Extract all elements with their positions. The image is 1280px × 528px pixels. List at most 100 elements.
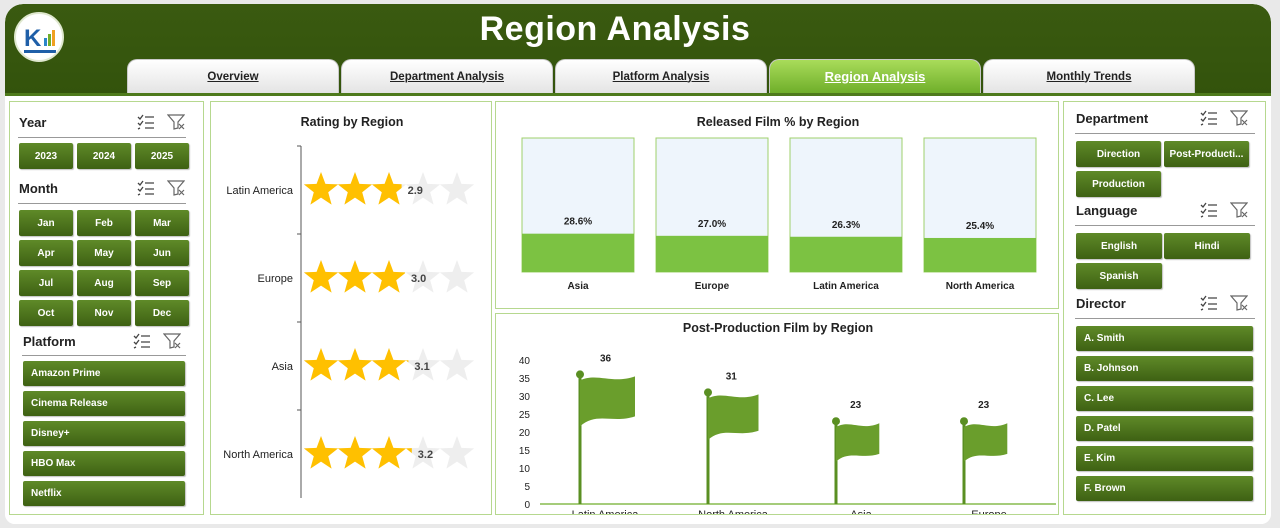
month-chip-jul[interactable]: Jul [19, 270, 73, 296]
language-chip-english[interactable]: English [1076, 233, 1162, 259]
star-icon [439, 260, 475, 293]
year-chip-2025[interactable]: 2025 [135, 143, 189, 169]
star-icon [337, 260, 373, 293]
month-chip-may[interactable]: May [77, 240, 131, 266]
page-title: Region Analysis [479, 10, 751, 48]
category-label-europe: Europe [258, 273, 293, 285]
tab-monthly-trends[interactable]: Monthly Trends [983, 59, 1195, 93]
month-chip-feb[interactable]: Feb [77, 210, 131, 236]
tab-platform-analysis[interactable]: Platform Analysis [555, 59, 767, 93]
language-chip-hindi[interactable]: Hindi [1164, 233, 1250, 259]
data-label: 31 [726, 371, 738, 382]
department-filter-title: Department [1076, 111, 1149, 126]
language-filter-icons [1200, 202, 1248, 218]
category-label-latin-america: Latin America [226, 185, 294, 197]
multi-select-icon[interactable] [133, 333, 151, 349]
divider [1075, 318, 1255, 319]
star-icon [337, 348, 373, 381]
year-filter-icons [137, 114, 185, 130]
month-chip-oct[interactable]: Oct [19, 300, 73, 326]
month-chip-nov[interactable]: Nov [77, 300, 131, 326]
multi-select-icon[interactable] [1200, 110, 1218, 126]
rating-fill-north-america [303, 436, 412, 469]
data-label: 2.9 [408, 185, 423, 197]
year-chip-2024[interactable]: 2024 [77, 143, 131, 169]
director-chip-d-patel[interactable]: D. Patel [1076, 416, 1253, 441]
released-film-panel: Released Film % by Region 28.6% Asia 27.0%… [495, 101, 1059, 309]
month-chip-apr[interactable]: Apr [19, 240, 73, 266]
platform-chip-hbo-max[interactable]: HBO Max [23, 451, 185, 476]
star-icon [439, 436, 475, 469]
multi-select-icon[interactable] [1200, 295, 1218, 311]
month-chip-dec[interactable]: Dec [135, 300, 189, 326]
year-filter-title: Year [19, 115, 47, 130]
language-chip-spanish[interactable]: Spanish [1076, 263, 1162, 289]
language-filter-title: Language [1076, 203, 1138, 218]
tab-region-analysis[interactable]: Region Analysis [769, 59, 981, 93]
bar-asia [521, 137, 635, 273]
data-label: 36 [600, 353, 612, 364]
department-chip-direction[interactable]: Direction [1076, 141, 1161, 167]
platform-chip-disney[interactable]: Disney+ [23, 421, 185, 446]
director-chip-b-johnson[interactable]: B. Johnson [1076, 356, 1253, 381]
category-label-north-america: North America [946, 281, 1015, 292]
tab-department-analysis[interactable]: Department Analysis [341, 59, 553, 93]
data-label: 3.2 [418, 449, 433, 461]
flag-pole-top [704, 388, 712, 397]
department-filter-icons [1200, 110, 1248, 126]
bar-fill [522, 233, 634, 272]
multi-select-icon[interactable] [1200, 202, 1218, 218]
bar-europe [655, 137, 769, 273]
flag-icon [964, 423, 1008, 462]
month-chip-mar[interactable]: Mar [135, 210, 189, 236]
data-label: 25.4% [966, 221, 994, 232]
department-chip-production[interactable]: Production [1076, 171, 1161, 197]
category-label-latin-america: Latin America [572, 509, 640, 514]
clear-filter-icon[interactable] [167, 114, 185, 130]
month-chip-sep[interactable]: Sep [135, 270, 189, 296]
platform-chip-cinema-release[interactable]: Cinema Release [23, 391, 185, 416]
clear-filter-icon[interactable] [163, 333, 181, 349]
rating-bar-asia [303, 348, 475, 381]
y-tick-label: 20 [519, 428, 531, 439]
bar-fill [656, 235, 768, 272]
platform-filter-title: Platform [23, 334, 76, 349]
platform-chip-amazon-prime[interactable]: Amazon Prime [23, 361, 185, 386]
category-label-north-america: North America [698, 509, 769, 514]
month-chip-jun[interactable]: Jun [135, 240, 189, 266]
y-tick-label: 15 [519, 446, 531, 457]
star-icon [337, 172, 373, 205]
month-chip-jan[interactable]: Jan [19, 210, 73, 236]
year-chip-2023[interactable]: 2023 [19, 143, 73, 169]
flag-icon [580, 376, 635, 427]
flag-bar-north-america [704, 388, 759, 504]
chart-title: Released Film % by Region [696, 115, 860, 129]
star-icon [439, 172, 475, 205]
released-film-chart: 28.6% Asia 27.0% Europe 26.3% Latin America 25… [521, 137, 1037, 292]
clear-filter-icon[interactable] [167, 180, 185, 196]
dashboard-frame: K Region Analysis Overview Department An… [5, 4, 1271, 524]
divider [22, 355, 186, 356]
rating-by-region-panel: Rating by Region Latin America 2.9 Europe 3… [210, 101, 492, 515]
department-chip-post-producti[interactable]: Post-Producti... [1164, 141, 1249, 167]
star-icon [371, 172, 402, 205]
star-icon [371, 348, 407, 381]
clear-filter-icon[interactable] [1230, 110, 1248, 126]
flag-pole-top [832, 417, 840, 426]
star-icon [439, 348, 475, 381]
clear-filter-icon[interactable] [1230, 202, 1248, 218]
director-chip-c-lee[interactable]: C. Lee [1076, 386, 1253, 411]
y-tick-label: 40 [519, 356, 531, 367]
multi-select-icon[interactable] [137, 180, 155, 196]
platform-chip-netflix[interactable]: Netflix [23, 481, 185, 506]
month-chip-aug[interactable]: Aug [77, 270, 131, 296]
tab-overview[interactable]: Overview [127, 59, 339, 93]
clear-filter-icon[interactable] [1230, 295, 1248, 311]
star-icon [405, 448, 412, 454]
director-chip-a-smith[interactable]: A. Smith [1076, 326, 1253, 351]
flag-icon [836, 423, 880, 462]
director-chip-e-kim[interactable]: E. Kim [1076, 446, 1253, 471]
multi-select-icon[interactable] [137, 114, 155, 130]
director-chip-f-brown[interactable]: F. Brown [1076, 476, 1253, 501]
post-production-chart: 0 5 10 15 20 25 30 35 40 36 Latin America 31 North A… [519, 353, 1056, 514]
